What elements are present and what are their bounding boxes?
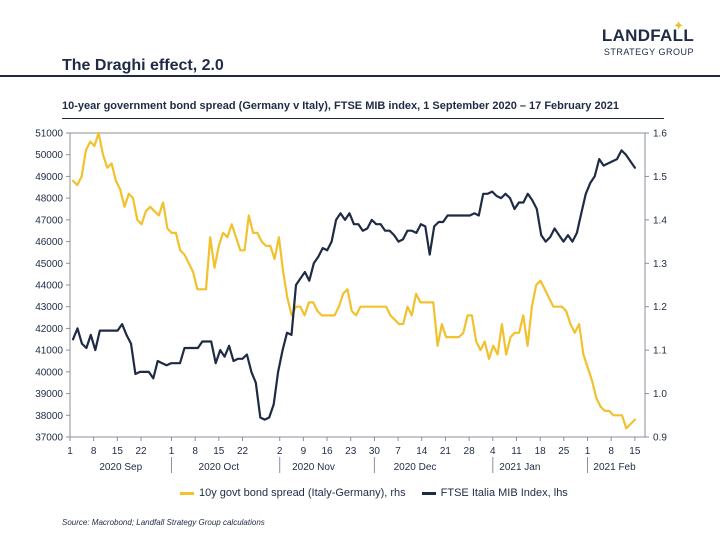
y-left-tick-label: 47000 — [35, 215, 63, 226]
page-title: The Draghi effect, 2.0 — [62, 57, 224, 74]
x-tick-label: 25 — [558, 446, 570, 457]
y-left-tick-label: 37000 — [35, 433, 63, 444]
brand-logo: ✦ LANDFALL STRATEGY GROUP — [601, 18, 694, 57]
month-label: 2021 Jan — [499, 462, 540, 473]
x-tick-label: 2 — [277, 446, 283, 457]
x-tick-label: 18 — [535, 446, 547, 457]
y-right-tick-label: 1.0 — [653, 389, 667, 400]
x-tick-label: 16 — [321, 446, 333, 457]
x-tick-label: 1 — [585, 446, 591, 457]
series-line-ftse — [71, 149, 637, 421]
y-left-tick-label: 39000 — [35, 389, 63, 400]
legend-label-ftse: FTSE Italia MIB Index, lhs — [440, 487, 568, 499]
x-tick-label: 22 — [135, 446, 147, 457]
y-left-tick-label: 45000 — [35, 259, 63, 270]
y-right-tick-label: 1.5 — [653, 172, 667, 183]
star-icon: ✦ — [673, 18, 684, 33]
month-label: 2020 Nov — [292, 462, 335, 473]
y-left-tick-label: 43000 — [35, 302, 63, 313]
y-left-tick-label: 41000 — [35, 346, 63, 357]
legend-label-spread: 10y govt bond spread (Italy-Germany), rh… — [199, 487, 406, 499]
y-right-tick-label: 1.2 — [653, 302, 667, 313]
x-tick-label: 8 — [192, 446, 198, 457]
brand-name: LANDFALL — [601, 26, 694, 45]
y-left-tick-label: 42000 — [35, 324, 63, 335]
month-label: 2021 Feb — [593, 462, 636, 473]
subtitle-divider — [62, 118, 664, 119]
x-tick-label: 22 — [237, 446, 249, 457]
x-tick-label: 1 — [67, 446, 73, 457]
y-left-tick-label: 40000 — [35, 367, 63, 378]
x-tick-label: 4 — [490, 446, 496, 457]
x-tick-label: 8 — [608, 446, 614, 457]
month-label: 2020 Sep — [99, 462, 142, 473]
y-left-tick-label: 44000 — [35, 281, 63, 292]
y-left-tick-label: 51000 — [35, 129, 63, 140]
chart-legend: 10y govt bond spread (Italy-Germany), rh… — [180, 487, 568, 499]
legend-swatch-spread — [180, 491, 194, 495]
y-right-tick-label: 1.6 — [653, 129, 667, 140]
x-tick-label: 8 — [91, 446, 97, 457]
x-tick-label: 15 — [629, 446, 641, 457]
month-label: 2020 Dec — [394, 462, 437, 473]
legend-item-ftse: FTSE Italia MIB Index, lhs — [421, 487, 568, 499]
x-tick-label: 9 — [301, 446, 307, 457]
y-right-tick-label: 1.3 — [653, 259, 667, 270]
y-left-tick-label: 38000 — [35, 411, 63, 422]
y-left-tick-label: 49000 — [35, 172, 63, 183]
x-tick-label: 23 — [345, 446, 357, 457]
plot-frame — [69, 132, 646, 438]
y-right-tick-label: 1.1 — [653, 346, 667, 357]
x-tick-label: 28 — [464, 446, 476, 457]
y-right-tick-label: 1.4 — [653, 215, 667, 226]
source-note: Source: Macrobond; Landfall Strategy Gro… — [62, 518, 265, 527]
y-right-tick-label: 0.9 — [653, 433, 667, 444]
x-tick-label: 30 — [369, 446, 381, 457]
x-tick-label: 7 — [395, 446, 401, 457]
x-tick-label: 1 — [169, 446, 175, 457]
series-line-spread — [71, 131, 637, 430]
legend-item-spread: 10y govt bond spread (Italy-Germany), rh… — [180, 487, 406, 499]
month-label: 2020 Oct — [199, 462, 240, 473]
x-tick-label: 15 — [112, 446, 124, 457]
y-left-tick-label: 50000 — [35, 150, 63, 161]
x-tick-label: 21 — [440, 446, 452, 457]
x-tick-label: 15 — [213, 446, 225, 457]
y-left-tick-label: 48000 — [35, 194, 63, 205]
x-tick-label: 14 — [416, 446, 428, 457]
brand-tagline: STRATEGY GROUP — [603, 47, 694, 57]
title-divider — [0, 75, 720, 77]
x-tick-label: 11 — [511, 446, 522, 457]
legend-swatch-ftse — [421, 491, 436, 495]
y-left-tick-label: 46000 — [35, 237, 63, 248]
chart-subtitle: 10-year government bond spread (Germany … — [62, 100, 619, 112]
